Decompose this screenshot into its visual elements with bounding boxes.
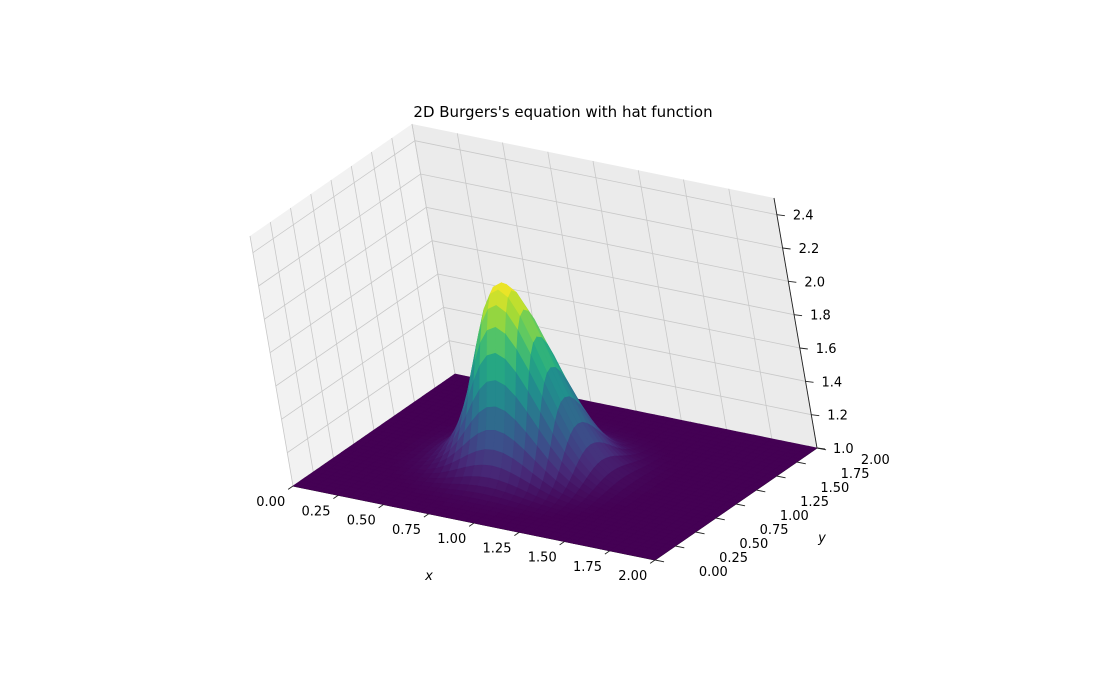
x-tick-label: 0.75 [392,523,421,538]
y-tick [776,475,786,479]
z-tick-label: 1.8 [810,309,831,324]
tick-labels: 0.000.250.500.751.001.251.501.752.00 0.00… [256,209,889,584]
y-tick-label: 1.75 [841,467,870,482]
z-tick-label: 2.4 [793,209,814,224]
x-axis-label: x [424,569,433,584]
y-tick-label: 0.75 [760,523,789,538]
surface-face [485,406,496,431]
z-tick-label: 1.0 [833,442,854,457]
x-tick-label: 0.00 [256,495,285,510]
y-axis-label: y [817,531,826,546]
x-tick [604,550,611,555]
y-tick [675,545,685,549]
surface-face [484,429,496,451]
z-tick-label: 1.4 [822,375,843,390]
x-tick [468,522,475,527]
grid-line-z [275,273,800,387]
z-tick-label: 2.0 [804,275,825,290]
x-tick [378,504,384,509]
surface-face [486,380,496,408]
surface-face [645,555,660,561]
z-tick-label: 1.2 [827,409,848,424]
z-tick [794,314,803,317]
z-tick [782,247,791,250]
z-tick [799,347,808,350]
z-axis-line [773,197,818,449]
x-tick [287,485,294,490]
x-tick [514,531,520,536]
surface-face [494,352,506,387]
x-tick [649,559,656,564]
x-tick-label: 1.25 [483,541,512,556]
z-tick [811,414,820,417]
surface-mesh [292,282,818,561]
y-tick-label: 1.00 [780,509,809,524]
x-tick-label: 1.00 [437,532,466,547]
x-tick-label: 0.50 [347,514,376,529]
x-tick [333,494,339,499]
grid-line-z [281,306,806,420]
z-tick [805,380,814,383]
grid-line-z [269,240,795,354]
y-tick [715,517,725,521]
y-tick-label: 0.00 [699,565,728,580]
y-tick-label: 1.50 [820,481,849,496]
z-tick [788,280,797,283]
y-tick [654,559,665,563]
y-tick-label: 0.50 [739,537,768,552]
surface-face [486,326,496,356]
y-tick [756,489,766,493]
grid-line-z [252,140,777,254]
chart-title: 2D Burgers's equation with hat function [413,103,713,121]
x-tick-label: 1.50 [528,551,557,566]
x-tick-label: 1.75 [573,560,602,575]
x-tick-label: 0.25 [302,504,331,519]
surface-face [493,429,505,454]
z-tick [776,214,785,217]
z-tick [816,447,826,450]
surface-face [486,304,497,331]
y-tick-label: 1.25 [800,495,829,510]
grid-line-z [287,340,812,454]
z-tick-label: 2.2 [799,242,820,257]
x-tick-label: 2.00 [618,569,647,584]
grid-line-z [264,206,789,320]
surface-face [495,379,506,412]
y-tick [695,531,705,535]
tick-marks [287,214,827,564]
surface-face [494,406,506,435]
x-tick [423,513,430,518]
y-tick-label: 2.00 [861,453,890,468]
grid-line-z [258,173,783,287]
surface-face [476,429,487,452]
y-tick-label: 0.25 [719,551,748,566]
surface-face [486,352,496,383]
y-tick [796,461,806,465]
x-tick [559,541,565,546]
y-tick [735,503,746,507]
z-tick-label: 1.6 [816,342,837,357]
